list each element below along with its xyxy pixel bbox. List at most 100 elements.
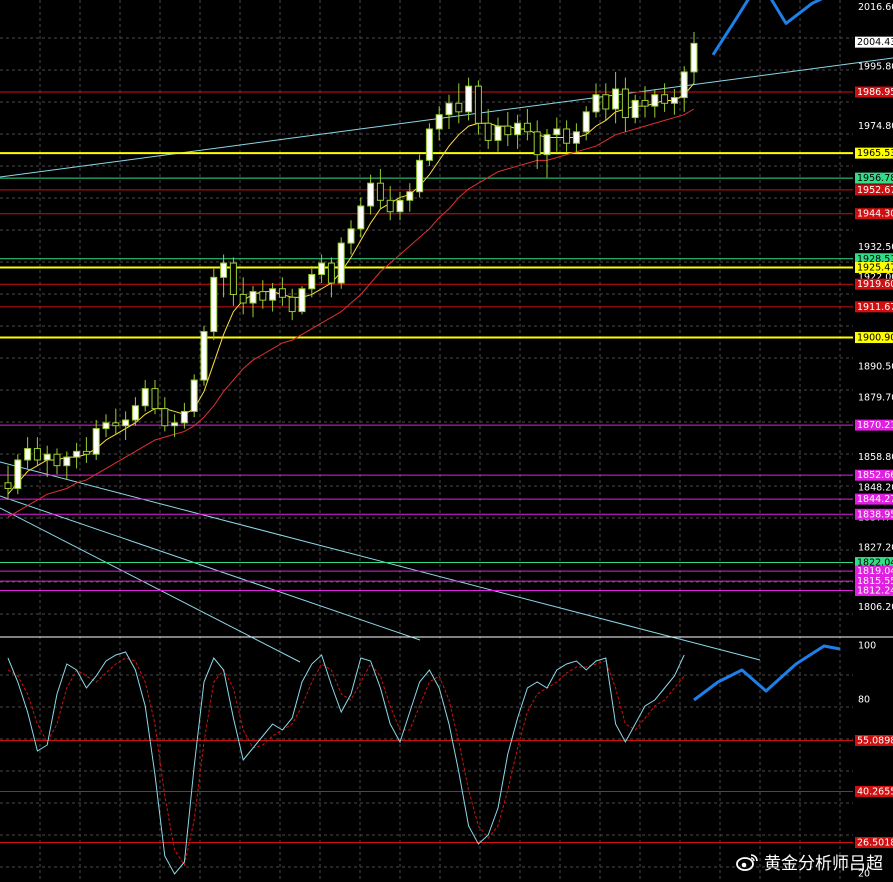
candle-body: [514, 122, 522, 136]
candle-body: [592, 94, 600, 113]
price-tick-label: 1806.20: [858, 602, 893, 613]
level-label-box: [855, 565, 893, 577]
price-tick-label: 1858.80: [858, 452, 893, 463]
level-label-box: [855, 172, 893, 184]
level-label-text: 1925.47: [857, 262, 893, 273]
candle-body: [327, 262, 335, 284]
candle-body: [122, 419, 130, 427]
candle-body: [455, 102, 463, 113]
level-label-box: [855, 332, 893, 344]
level-label-text: 1919.60: [857, 279, 893, 290]
candle-body: [376, 182, 384, 201]
candle-body: [278, 288, 286, 298]
price-tick-label: 1932.50: [858, 242, 893, 253]
level-label-text: 1986.95: [857, 87, 893, 98]
level-label-text: 1844.27: [857, 494, 893, 505]
candle-body: [651, 94, 659, 107]
price-tick-label: 1922.00: [858, 272, 893, 283]
candle-body: [180, 410, 188, 424]
level-label-box: [855, 575, 893, 587]
watermark: 黄金分析师吕超: [736, 849, 883, 874]
level-label-box: [855, 184, 893, 196]
candle-body: [43, 453, 51, 461]
price-tick-label: 1848.20: [858, 482, 893, 493]
candle-body: [53, 453, 61, 467]
moving-average-line: [7, 108, 695, 518]
price-tick-label: 1827.20: [858, 542, 893, 553]
candle-body: [141, 388, 149, 407]
candle-body: [318, 262, 326, 275]
forecast-path: [711, 0, 823, 56]
candle-body: [563, 128, 571, 144]
candle-body: [612, 88, 620, 110]
level-label-text: 1819.04: [857, 566, 893, 577]
candle-body: [200, 331, 208, 381]
candle-body: [670, 97, 678, 104]
candle-body: [112, 422, 120, 427]
candle-body: [102, 422, 110, 430]
level-label-text: 1815.55: [857, 576, 893, 587]
level-label-box: [855, 508, 893, 520]
stoch-level-box: [855, 735, 893, 746]
candle-body: [494, 125, 502, 141]
level-label-text: 1928.51: [857, 254, 893, 265]
moving-average-line: [7, 82, 695, 495]
level-label-text: 1952.67: [857, 185, 893, 196]
candle-body: [621, 88, 629, 119]
candle-body: [543, 134, 551, 156]
candle-body: [347, 228, 355, 244]
candles: [4, 31, 698, 500]
candle-body: [337, 242, 345, 284]
candle-body: [298, 288, 306, 313]
candle-body: [661, 94, 669, 104]
price-levels: [0, 91, 853, 592]
level-label-text: 1838.95: [857, 509, 893, 520]
candle-body: [4, 482, 12, 489]
candle-body: [367, 182, 375, 207]
level-label-box: [855, 147, 893, 159]
watermark-text: 黄金分析师吕超: [764, 854, 883, 874]
candle-body: [582, 111, 590, 133]
weibo-icon: [736, 853, 758, 871]
candle-body: [416, 159, 424, 193]
candle-body: [33, 448, 41, 461]
candle-body: [92, 428, 100, 455]
candle-body: [474, 85, 482, 124]
candle-body: [631, 99, 639, 119]
candle-body: [249, 291, 257, 304]
stoch-level-box: [855, 837, 893, 848]
candle-body: [533, 131, 541, 156]
price-tick-label: 2016.60: [858, 2, 893, 13]
candle-body: [553, 128, 561, 136]
candle-body: [484, 122, 492, 141]
level-label-box: [855, 419, 893, 431]
level-label-text: 1870.21: [857, 420, 893, 431]
level-label-box: [855, 86, 893, 98]
candle-body: [425, 128, 433, 161]
candle-body: [641, 99, 649, 107]
candle-body: [288, 296, 296, 313]
level-label-box: [855, 301, 893, 313]
level-label-text: 1944.30: [857, 209, 893, 220]
candle-body: [572, 131, 580, 144]
stoch-level-label: 26.5018: [857, 838, 893, 849]
candle-body: [73, 450, 81, 458]
stoch-level-box: [855, 786, 893, 797]
level-label-box: [855, 469, 893, 481]
level-label-box: [855, 557, 893, 569]
level-label-text: 1956.78: [857, 173, 893, 184]
candle-body: [357, 205, 365, 230]
candle-body: [445, 102, 453, 116]
moving-averages: [7, 82, 695, 518]
stoch-tick-label: 20: [858, 869, 870, 880]
candle-body: [406, 191, 414, 201]
stochastic-panel: [0, 644, 853, 875]
candle-body: [190, 379, 198, 412]
current-price-box: [855, 36, 893, 48]
level-label-text: 1965.53: [857, 148, 893, 159]
candle-body: [259, 291, 267, 301]
level-label-text: 1812.24: [857, 586, 893, 597]
level-label-text: 1852.66: [857, 470, 893, 481]
level-label-text: 1911.67: [857, 302, 893, 313]
level-label-text: 1822.04: [857, 558, 893, 569]
